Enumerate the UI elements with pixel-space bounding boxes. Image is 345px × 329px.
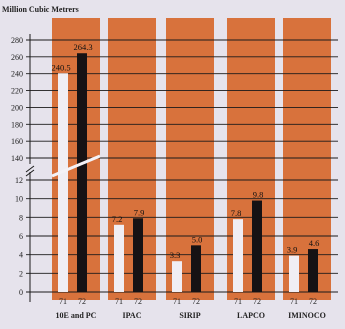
value-label: 5.0 [192, 234, 203, 244]
year-label: 71 [59, 297, 67, 306]
y-tick-label: 4 [19, 251, 23, 260]
bar-71 [114, 224, 124, 292]
y-tick-label: 10 [15, 195, 23, 204]
bar-72 [308, 249, 318, 292]
bar-71 [172, 261, 182, 292]
year-label: 72 [309, 297, 317, 306]
bar-72 [77, 53, 87, 293]
y-tick-label: 160 [11, 137, 23, 146]
year-label: 71 [173, 297, 181, 306]
category-label: SIRIP [179, 311, 200, 320]
year-label: 72 [78, 297, 86, 306]
y-tick-label: 240 [11, 70, 23, 79]
y-tick-label: 180 [11, 120, 23, 129]
value-label: 4.6 [309, 238, 320, 248]
value-label: 264.3 [73, 42, 92, 52]
break-line [51, 154, 101, 178]
value-label: 9.8 [253, 190, 264, 200]
bar-72 [252, 200, 262, 292]
value-label: 7.8 [231, 208, 242, 218]
year-label: 72 [253, 297, 261, 306]
axis-break-mark [25, 165, 35, 173]
category-label: IPAC [123, 311, 142, 320]
category-label: LAPCO [237, 311, 265, 320]
bar-72 [191, 245, 201, 292]
value-label: 3.9 [287, 245, 298, 255]
category-label: IMINOCO [288, 311, 326, 320]
panel-3 [166, 18, 214, 300]
y-axis-unit-label: Million Cubic Metrers [2, 5, 79, 14]
year-label: 72 [192, 297, 200, 306]
y-tick-label: 6 [19, 232, 23, 241]
y-tick-label: 200 [11, 103, 23, 112]
y-tick-label: 0 [19, 288, 23, 297]
y-tick-label: 8 [19, 213, 23, 222]
y-tick-label: 12 [15, 176, 23, 185]
y-tick-label: 2 [19, 269, 23, 278]
category-label: 10E and PC [56, 311, 97, 320]
value-label: 240.5 [51, 62, 70, 72]
panel-5 [283, 18, 331, 300]
y-tick-label: 260 [11, 53, 23, 62]
y-tick-label: 140 [11, 154, 23, 163]
year-label: 72 [134, 297, 142, 306]
year-label: 71 [115, 297, 123, 306]
value-label: 7.2 [112, 214, 123, 224]
value-label: 3.3 [170, 250, 181, 260]
y-tick-label: 280 [11, 36, 23, 45]
bar-71 [233, 219, 243, 292]
bar-72 [133, 218, 143, 292]
year-label: 71 [234, 297, 242, 306]
y-tick-label: 220 [11, 87, 23, 96]
bar-71 [58, 73, 68, 293]
year-label: 71 [290, 297, 298, 306]
bar-71 [289, 255, 299, 292]
value-label: 7.9 [134, 207, 145, 217]
axis-break-mark [25, 169, 35, 177]
